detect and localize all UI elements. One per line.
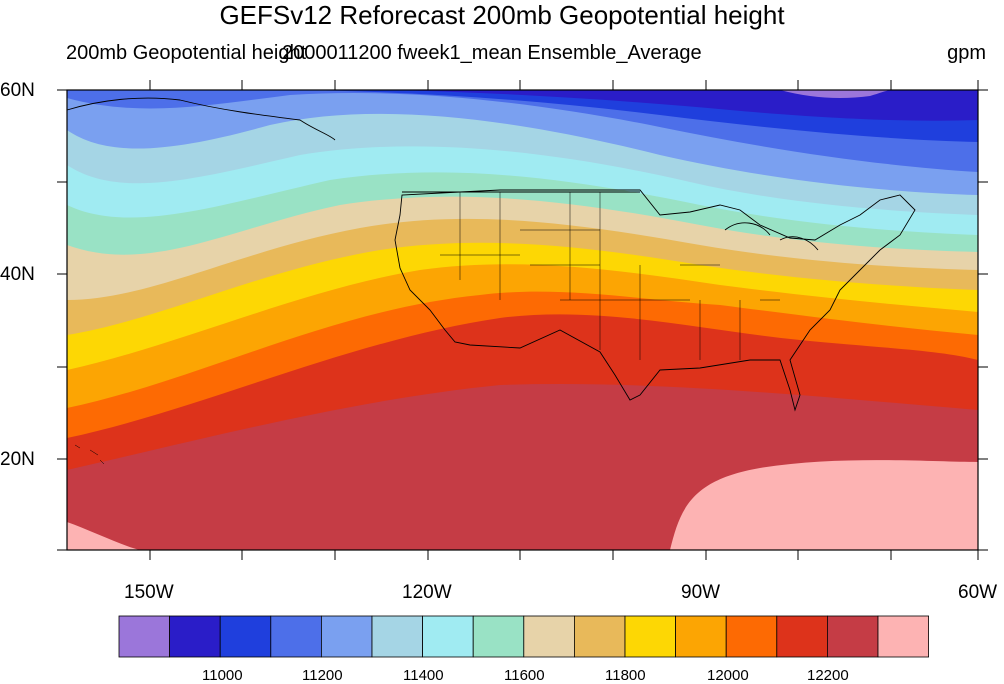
lon-tick-label: 60W	[958, 582, 998, 603]
variable-subtitle: 200mb Geopotential height	[66, 42, 307, 64]
legend-color-box	[118, 615, 170, 658]
legend-color-box	[574, 615, 626, 658]
legend-color-box	[371, 615, 423, 658]
legend-color-box	[169, 615, 221, 658]
legend-level-label: 11000	[202, 667, 243, 684]
lon-tick-label: 90W	[681, 582, 721, 603]
legend-color-box	[877, 615, 929, 658]
legend-color-box	[827, 615, 879, 658]
lat-tick-label: 60N	[0, 80, 35, 101]
legend-color-box	[422, 615, 474, 658]
legend-level-label: 12200	[807, 667, 849, 684]
legend-color-box	[725, 615, 778, 658]
legend-color-box	[219, 615, 272, 658]
lon-tick-label: 150W	[124, 582, 174, 603]
lat-tick-label: 20N	[0, 449, 35, 470]
great-lakes	[724, 222, 819, 251]
us-coastline-outline	[394, 189, 916, 412]
legend-level-label: 12000	[707, 667, 749, 684]
legend-color-box	[776, 615, 828, 658]
band-12300	[670, 460, 978, 550]
legend-color-box	[624, 615, 676, 658]
alaska-coast	[66, 97, 336, 141]
units-label: gpm	[947, 42, 986, 64]
state-boundaries	[440, 192, 780, 360]
band-10900	[780, 90, 890, 98]
legend-level-label: 11400	[403, 667, 444, 684]
legend-level-label: 11200	[302, 667, 343, 684]
band-12300-west	[67, 522, 140, 550]
legend-color-box	[523, 615, 575, 658]
legend-level-label: 11600	[504, 667, 545, 684]
legend-color-box	[675, 615, 727, 658]
legend-level-label: 11800	[605, 667, 646, 684]
run-subtitle: 2000011200 fweek1_mean Ensemble_Average	[282, 42, 702, 64]
legend-color-box	[320, 615, 373, 658]
map-title: GEFSv12 Reforecast 200mb Geopotential he…	[219, 0, 785, 30]
hawaii	[74, 444, 105, 465]
legend-color-box	[472, 615, 525, 658]
legend-color-box	[270, 615, 322, 658]
lat-tick-label: 40N	[0, 264, 35, 285]
lon-tick-label: 120W	[402, 582, 452, 603]
